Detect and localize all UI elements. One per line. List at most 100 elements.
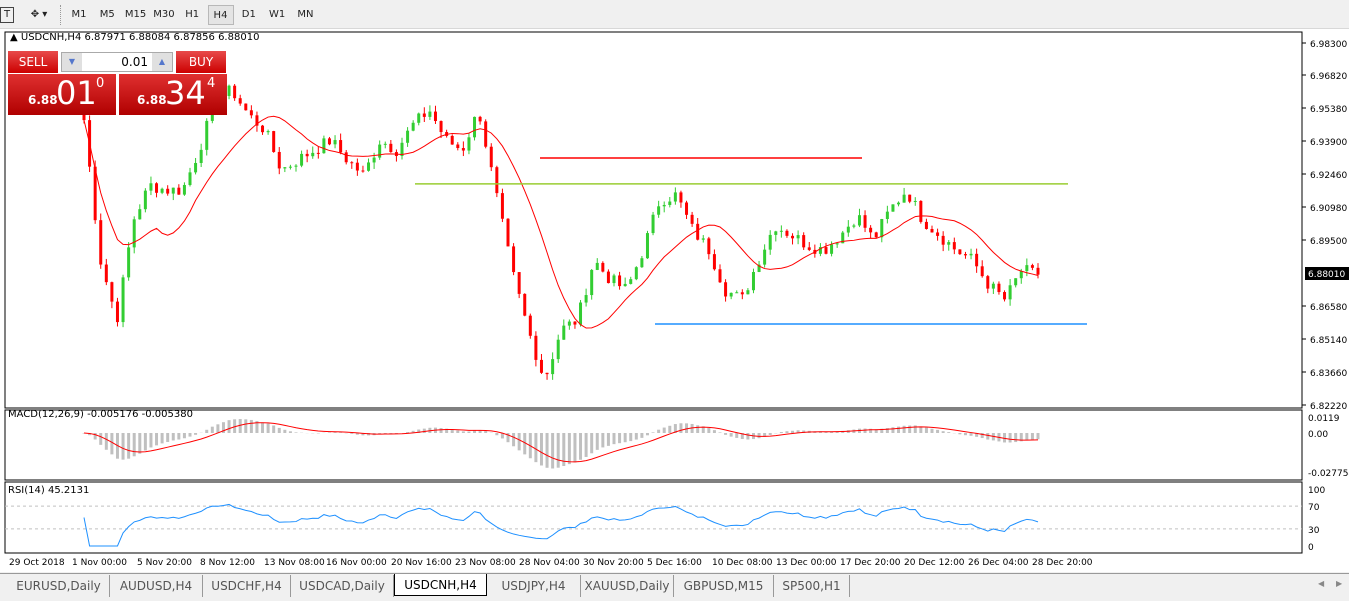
objects-menu-button[interactable]: ✥ ▾ xyxy=(24,5,54,25)
buy-button[interactable]: BUY xyxy=(176,51,226,73)
timeframe-m30[interactable]: M30 xyxy=(153,9,175,20)
macd-histogram-bar xyxy=(685,423,689,433)
macd-histogram-bar xyxy=(908,425,912,433)
macd-histogram-bar xyxy=(99,433,103,445)
candle-body xyxy=(874,232,878,238)
lot-size-input[interactable]: 0.01 xyxy=(121,55,148,69)
macd-histogram-bar xyxy=(216,424,220,433)
macd-histogram-bar xyxy=(127,433,131,459)
macd-signal-line xyxy=(83,422,1039,463)
candle-body xyxy=(902,194,906,203)
macd-histogram-bar xyxy=(724,433,728,435)
timeframe-d1[interactable]: D1 xyxy=(241,9,256,20)
time-tick-label: 29 Oct 2018 xyxy=(9,558,65,568)
tab-audusd-h4[interactable]: AUDUSD,H4 xyxy=(110,575,203,597)
buy-price[interactable]: 6.88 34 4 xyxy=(119,74,227,115)
candle-body xyxy=(294,165,298,167)
macd-histogram-bar xyxy=(835,431,839,433)
macd-histogram-bar xyxy=(701,426,705,433)
macd-histogram-bar xyxy=(138,433,142,454)
candle-body xyxy=(980,266,984,277)
macd-histogram-bar xyxy=(963,433,967,436)
candle-body xyxy=(629,279,633,284)
tab-usdjpy-h4[interactable]: USDJPY,H4 xyxy=(487,575,581,597)
candle-body xyxy=(160,188,164,193)
timeframe-h1[interactable]: H1 xyxy=(185,9,200,20)
timeframe-h4[interactable]: H4 xyxy=(207,5,234,25)
tab-scroll-right[interactable]: ▶ xyxy=(1336,579,1343,588)
candle-body xyxy=(372,157,376,163)
price-tick-label: 6.90980 xyxy=(1310,204,1347,214)
macd-pane-frame xyxy=(4,409,1303,481)
candle-body xyxy=(155,183,159,193)
tab-eurusd-daily[interactable]: EURUSD,Daily xyxy=(8,575,110,597)
macd-histogram-bar xyxy=(1030,433,1034,440)
candle-body xyxy=(277,151,281,169)
candle-body xyxy=(735,292,739,294)
candle-body xyxy=(751,271,755,291)
timeframe-m5[interactable]: M5 xyxy=(99,9,115,20)
macd-histogram-bar xyxy=(936,429,940,433)
price-tick-label: 6.96820 xyxy=(1310,72,1347,82)
candle-body xyxy=(517,272,521,294)
candle-body xyxy=(461,148,465,151)
rsi-tick-label: 30 xyxy=(1308,526,1320,536)
candle-body xyxy=(991,283,995,289)
candle-body xyxy=(177,187,181,195)
tab-gbpusd-m15[interactable]: GBPUSD,M15 xyxy=(674,575,774,597)
candle-body xyxy=(573,321,577,325)
chart-header: ▲ USDCNH,H4 6.87971 6.88084 6.87856 6.88… xyxy=(10,32,259,43)
timeframe-m1[interactable]: M1 xyxy=(71,9,87,20)
macd-histogram-bar xyxy=(177,433,181,440)
sell-price[interactable]: 6.88 01 0 xyxy=(8,74,116,115)
lot-size-stepper[interactable]: ▼ 0.01 ▲ xyxy=(61,52,173,72)
macd-histogram-bar xyxy=(590,433,594,454)
candle-body xyxy=(244,103,248,111)
macd-histogram-bar xyxy=(958,433,962,435)
tab-usdcnh-h4[interactable]: USDCNH,H4 xyxy=(394,574,487,596)
sell-button[interactable]: SELL xyxy=(8,51,58,73)
tab-usdchf-h4[interactable]: USDCHF,H4 xyxy=(203,575,291,597)
candle-body xyxy=(924,221,928,229)
candle-body xyxy=(433,111,437,122)
candle-body xyxy=(696,223,700,240)
tab-scroll-left[interactable]: ◀ xyxy=(1318,579,1325,588)
candle-body xyxy=(350,162,354,164)
tab-usdcad-daily[interactable]: USDCAD,Daily xyxy=(291,575,394,597)
timeframe-mn[interactable]: MN xyxy=(297,9,314,20)
timeframe-m15[interactable]: M15 xyxy=(124,9,147,20)
macd-histogram-bar xyxy=(740,433,744,439)
candle-body xyxy=(779,230,783,232)
tab-xauusd-daily[interactable]: XAUUSD,Daily xyxy=(581,575,674,597)
tab-sp500-h1[interactable]: SP500,H1 xyxy=(774,575,850,597)
buy-price-fraction: 4 xyxy=(207,76,216,91)
macd-tick-label: 0.00 xyxy=(1308,430,1328,440)
candle-body xyxy=(255,115,259,126)
chart-window[interactable]: 6.98300 6.96820 6.95380 6.93900 6.92460 6.909… xyxy=(0,29,1349,572)
candle-body xyxy=(707,238,711,255)
macd-histogram-bar xyxy=(657,429,661,433)
macd-tick-label: -0.027754 xyxy=(1308,469,1349,479)
candle-body xyxy=(857,215,861,226)
collapse-icon[interactable]: ▲ xyxy=(10,32,18,43)
macd-histogram-bar xyxy=(902,425,906,433)
candle-body xyxy=(590,269,594,296)
candle-body xyxy=(439,121,443,133)
macd-histogram-bar xyxy=(880,428,884,433)
increase-lot-button[interactable]: ▲ xyxy=(152,53,172,71)
macd-histogram-bar xyxy=(188,433,192,437)
time-tick-label: 5 Nov 20:00 xyxy=(137,558,192,568)
decrease-lot-button[interactable]: ▼ xyxy=(62,53,82,71)
macd-histogram-bar xyxy=(272,425,276,433)
text-tool-button[interactable]: T xyxy=(0,7,14,23)
macd-histogram-bar xyxy=(729,433,733,437)
macd-histogram-bar xyxy=(411,430,415,433)
candle-body xyxy=(997,283,1001,293)
macd-histogram-bar xyxy=(975,433,979,437)
macd-histogram-bar xyxy=(863,428,867,433)
candle-body xyxy=(361,170,365,172)
timeframe-w1[interactable]: W1 xyxy=(268,9,286,20)
price-tick-label: 6.89500 xyxy=(1310,237,1347,247)
macd-histogram-bar xyxy=(484,430,488,433)
time-tick-label: 8 Nov 12:00 xyxy=(200,558,255,568)
